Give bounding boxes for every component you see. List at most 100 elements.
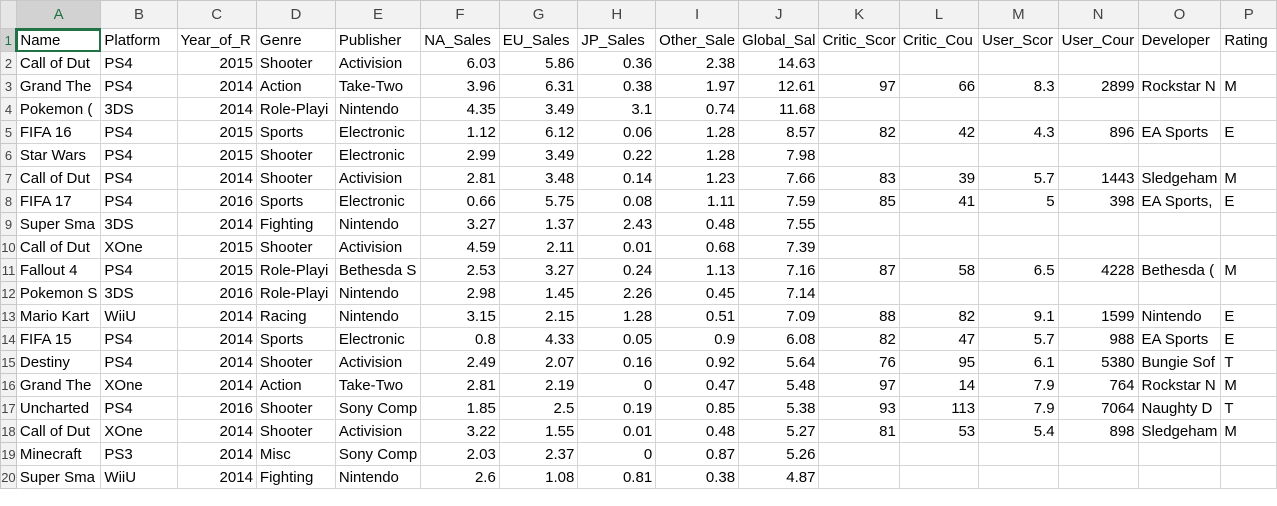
cell[interactable]: Fighting	[255, 212, 336, 236]
cell[interactable]: Sony Comp	[334, 396, 422, 420]
cell[interactable]: 1.08	[498, 465, 579, 489]
column-header-k[interactable]: K	[818, 0, 900, 29]
cell[interactable]: 2.6	[420, 465, 500, 489]
cell[interactable]	[978, 442, 1059, 466]
header-cell[interactable]: User_Scor	[978, 28, 1059, 52]
header-cell[interactable]: Critic_Scor	[818, 28, 900, 52]
cell[interactable]: 2.37	[498, 442, 579, 466]
cell[interactable]	[898, 465, 980, 489]
cell[interactable]: 1.11	[655, 189, 740, 213]
cell[interactable]: Shooter	[255, 396, 336, 420]
cell[interactable]: 5.7	[978, 166, 1059, 190]
header-cell[interactable]: Publisher	[334, 28, 422, 52]
cell[interactable]: 7.66	[738, 166, 820, 190]
cell[interactable]: 83	[818, 166, 900, 190]
cell[interactable]: 4.3	[978, 120, 1059, 144]
cell[interactable]: 3.49	[498, 97, 579, 121]
cell[interactable]: 6.03	[420, 51, 500, 75]
cell[interactable]: 0.45	[655, 281, 740, 305]
cell[interactable]: 2.03	[420, 442, 500, 466]
cell[interactable]: 3DS	[100, 97, 178, 121]
cell[interactable]: Role-Playi	[255, 97, 336, 121]
cell[interactable]	[1220, 51, 1277, 75]
header-cell[interactable]: Rating	[1220, 28, 1277, 52]
cell[interactable]: Minecraft	[15, 442, 102, 466]
row-header[interactable]: 20	[0, 465, 17, 489]
cell[interactable]: 82	[898, 304, 980, 328]
cell[interactable]: FIFA 16	[15, 120, 102, 144]
cell[interactable]: E	[1220, 304, 1277, 328]
row-header[interactable]: 7	[0, 166, 17, 190]
select-all-corner[interactable]	[0, 0, 17, 29]
cell[interactable]: 2.15	[498, 304, 579, 328]
cell[interactable]: 0.48	[655, 212, 740, 236]
column-header-d[interactable]: D	[255, 0, 336, 29]
cell[interactable]: 764	[1057, 373, 1139, 397]
cell[interactable]: EA Sports	[1137, 120, 1222, 144]
cell[interactable]: 0.38	[577, 74, 657, 98]
cell[interactable]: Misc	[255, 442, 336, 466]
cell[interactable]: Shooter	[255, 143, 336, 167]
cell[interactable]: 2015	[176, 51, 257, 75]
cell[interactable]: E	[1220, 189, 1277, 213]
cell[interactable]: 0.14	[577, 166, 657, 190]
cell[interactable]: 0.87	[655, 442, 740, 466]
cell[interactable]: 7.55	[738, 212, 820, 236]
cell[interactable]: EA Sports	[1137, 327, 1222, 351]
cell[interactable]: E	[1220, 327, 1277, 351]
cell[interactable]: Sony Comp	[334, 442, 422, 466]
cell[interactable]: 0.8	[420, 327, 500, 351]
cell[interactable]: 113	[898, 396, 980, 420]
cell[interactable]: Activision	[334, 235, 422, 259]
cell[interactable]: FIFA 17	[15, 189, 102, 213]
cell[interactable]: PS4	[100, 166, 178, 190]
cell[interactable]: 2014	[176, 74, 257, 98]
cell[interactable]: 2.49	[420, 350, 500, 374]
cell[interactable]: 0.68	[655, 235, 740, 259]
cell[interactable]: 0.51	[655, 304, 740, 328]
cell[interactable]: Uncharted	[15, 396, 102, 420]
column-header-a[interactable]: A	[15, 0, 102, 30]
cell[interactable]: Activision	[334, 350, 422, 374]
row-header[interactable]: 11	[0, 258, 17, 282]
column-header-g[interactable]: G	[498, 0, 579, 29]
cell[interactable]: 7.9	[978, 373, 1059, 397]
cell[interactable]: Destiny	[15, 350, 102, 374]
cell[interactable]: 3.22	[420, 419, 500, 443]
cell[interactable]: M	[1220, 419, 1277, 443]
cell[interactable]: 5	[978, 189, 1059, 213]
cell[interactable]: Sports	[255, 327, 336, 351]
cell[interactable]: 4.33	[498, 327, 579, 351]
cell[interactable]: 2899	[1057, 74, 1139, 98]
cell[interactable]: Bethesda S	[334, 258, 422, 282]
cell[interactable]: 2.38	[655, 51, 740, 75]
column-header-e[interactable]: E	[334, 0, 422, 29]
cell[interactable]: Action	[255, 74, 336, 98]
cell[interactable]: 1.23	[655, 166, 740, 190]
column-header-p[interactable]: P	[1220, 0, 1277, 29]
cell[interactable]: 1.28	[655, 143, 740, 167]
cell[interactable]: 66	[898, 74, 980, 98]
cell[interactable]: PS4	[100, 143, 178, 167]
cell[interactable]	[898, 51, 980, 75]
cell[interactable]	[1057, 281, 1139, 305]
row-header[interactable]: 2	[0, 51, 17, 75]
cell[interactable]: 6.1	[978, 350, 1059, 374]
cell[interactable]	[1137, 97, 1222, 121]
cell[interactable]	[818, 51, 900, 75]
cell[interactable]	[898, 281, 980, 305]
cell[interactable]: 0.08	[577, 189, 657, 213]
cell[interactable]: 2.81	[420, 373, 500, 397]
cell[interactable]: PS4	[100, 396, 178, 420]
cell[interactable]: Activision	[334, 419, 422, 443]
cell[interactable]: Sledgeham	[1137, 419, 1222, 443]
cell[interactable]: 2.26	[577, 281, 657, 305]
cell[interactable]	[1137, 281, 1222, 305]
cell[interactable]: M	[1220, 258, 1277, 282]
cell[interactable]: 398	[1057, 189, 1139, 213]
cell[interactable]: Super Sma	[15, 212, 102, 236]
cell[interactable]: PS4	[100, 258, 178, 282]
cell[interactable]	[978, 97, 1059, 121]
cell[interactable]: Fallout 4	[15, 258, 102, 282]
row-header[interactable]: 6	[0, 143, 17, 167]
